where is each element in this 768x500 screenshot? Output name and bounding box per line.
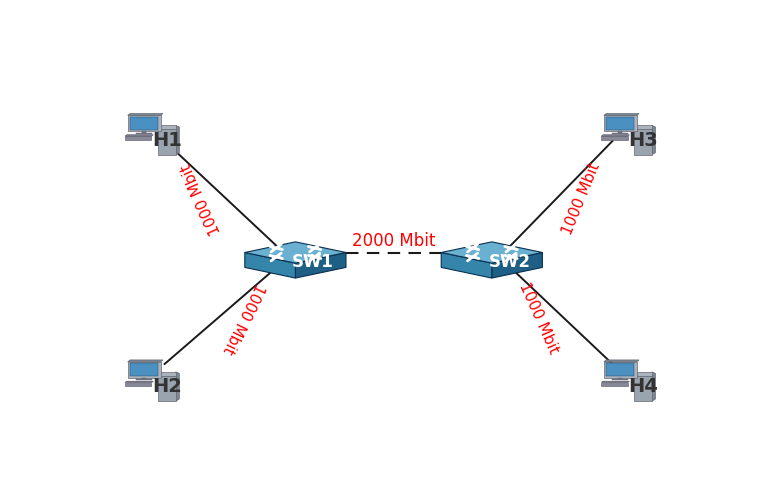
Text: 1000 Mbit: 1000 Mbit <box>220 280 266 356</box>
Text: SW2: SW2 <box>488 253 531 271</box>
Polygon shape <box>245 242 346 263</box>
Polygon shape <box>652 126 655 155</box>
Polygon shape <box>131 117 158 130</box>
Polygon shape <box>125 136 151 140</box>
Text: H1: H1 <box>152 130 182 150</box>
Polygon shape <box>176 126 179 155</box>
Polygon shape <box>127 114 163 116</box>
Polygon shape <box>492 252 542 278</box>
Bar <box>142 378 146 380</box>
Bar <box>612 133 628 134</box>
Text: 1000 Mbit: 1000 Mbit <box>179 161 224 237</box>
Text: 1000 Mbit: 1000 Mbit <box>559 160 602 237</box>
Polygon shape <box>634 130 652 155</box>
Polygon shape <box>634 372 652 376</box>
Polygon shape <box>441 242 542 263</box>
Polygon shape <box>131 364 158 376</box>
Polygon shape <box>601 135 630 136</box>
Polygon shape <box>127 362 161 378</box>
Polygon shape <box>607 364 634 376</box>
Text: H3: H3 <box>628 130 658 150</box>
Polygon shape <box>601 381 630 382</box>
Polygon shape <box>296 252 346 278</box>
Polygon shape <box>601 382 627 386</box>
Polygon shape <box>158 130 176 155</box>
Polygon shape <box>127 360 163 362</box>
Polygon shape <box>125 382 151 386</box>
Polygon shape <box>634 126 652 130</box>
Polygon shape <box>607 117 634 130</box>
Polygon shape <box>441 252 492 278</box>
Polygon shape <box>604 114 639 116</box>
Bar <box>136 133 152 134</box>
Text: H2: H2 <box>152 377 182 396</box>
Polygon shape <box>245 252 296 278</box>
Polygon shape <box>604 362 637 378</box>
Bar <box>618 131 622 133</box>
Text: 2000 Mbit: 2000 Mbit <box>352 232 435 250</box>
Polygon shape <box>634 376 652 402</box>
Polygon shape <box>601 136 627 140</box>
Polygon shape <box>176 372 179 402</box>
Polygon shape <box>158 376 176 402</box>
Polygon shape <box>604 116 637 132</box>
Text: H4: H4 <box>628 377 658 396</box>
Polygon shape <box>125 381 154 382</box>
Bar <box>618 378 622 380</box>
Polygon shape <box>652 372 655 402</box>
Text: SW1: SW1 <box>292 253 334 271</box>
Polygon shape <box>127 116 161 132</box>
Polygon shape <box>604 360 639 362</box>
Polygon shape <box>158 372 176 376</box>
Polygon shape <box>125 135 154 136</box>
Text: 1000 Mbit: 1000 Mbit <box>516 280 561 356</box>
Bar <box>142 131 146 133</box>
Polygon shape <box>158 126 176 130</box>
